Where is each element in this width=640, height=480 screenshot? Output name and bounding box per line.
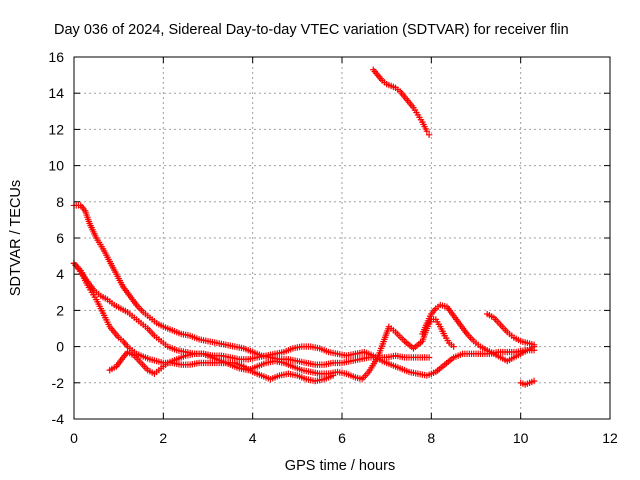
- y-tick-label: 0: [56, 339, 64, 355]
- y-tick-label: 10: [48, 158, 64, 174]
- data-marks: [70, 66, 538, 388]
- x-tick-label: 2: [159, 430, 167, 446]
- x-tick-label: 10: [513, 430, 529, 446]
- y-tick-label: 12: [48, 121, 64, 137]
- x-tick-label: 6: [338, 430, 346, 446]
- y-tick-label: 14: [48, 85, 64, 101]
- data-point: [530, 341, 538, 348]
- data-point: [530, 377, 538, 385]
- data-point: [425, 131, 433, 139]
- y-tick-label: 4: [56, 266, 64, 282]
- x-tick-label: 8: [427, 430, 435, 446]
- tick-labels: 0 2 4 6 8 10 12 -4 -2 0 2 4 6 8 10 12 14 16: [48, 49, 618, 446]
- series-track-8: [370, 66, 433, 139]
- y-tick-label: -4: [52, 411, 65, 427]
- data-point: [425, 354, 433, 361]
- series-track-7: [517, 377, 538, 388]
- data-point: [423, 128, 431, 135]
- y-tick-label: -2: [52, 375, 65, 391]
- series-track-2: [70, 260, 337, 385]
- data-point: [450, 343, 457, 350]
- chart-title: Day 036 of 2024, Sidereal Day-to-day VTE…: [54, 22, 569, 38]
- plot-frame: [73, 56, 611, 420]
- y-tick-label: 16: [48, 49, 64, 65]
- x-axis-label: GPS time / hours: [285, 458, 395, 474]
- y-tick-label: 8: [56, 194, 64, 210]
- x-tick-label: 12: [602, 430, 618, 446]
- y-tick-label: 2: [56, 302, 64, 318]
- y-tick-label: 6: [56, 230, 64, 246]
- series-track-6: [483, 310, 538, 348]
- x-tick-label: 0: [70, 430, 78, 446]
- series-track-4: [106, 316, 457, 383]
- x-tick-label: 4: [249, 430, 257, 446]
- y-axis-label: SDTVAR / TECUs: [8, 180, 24, 296]
